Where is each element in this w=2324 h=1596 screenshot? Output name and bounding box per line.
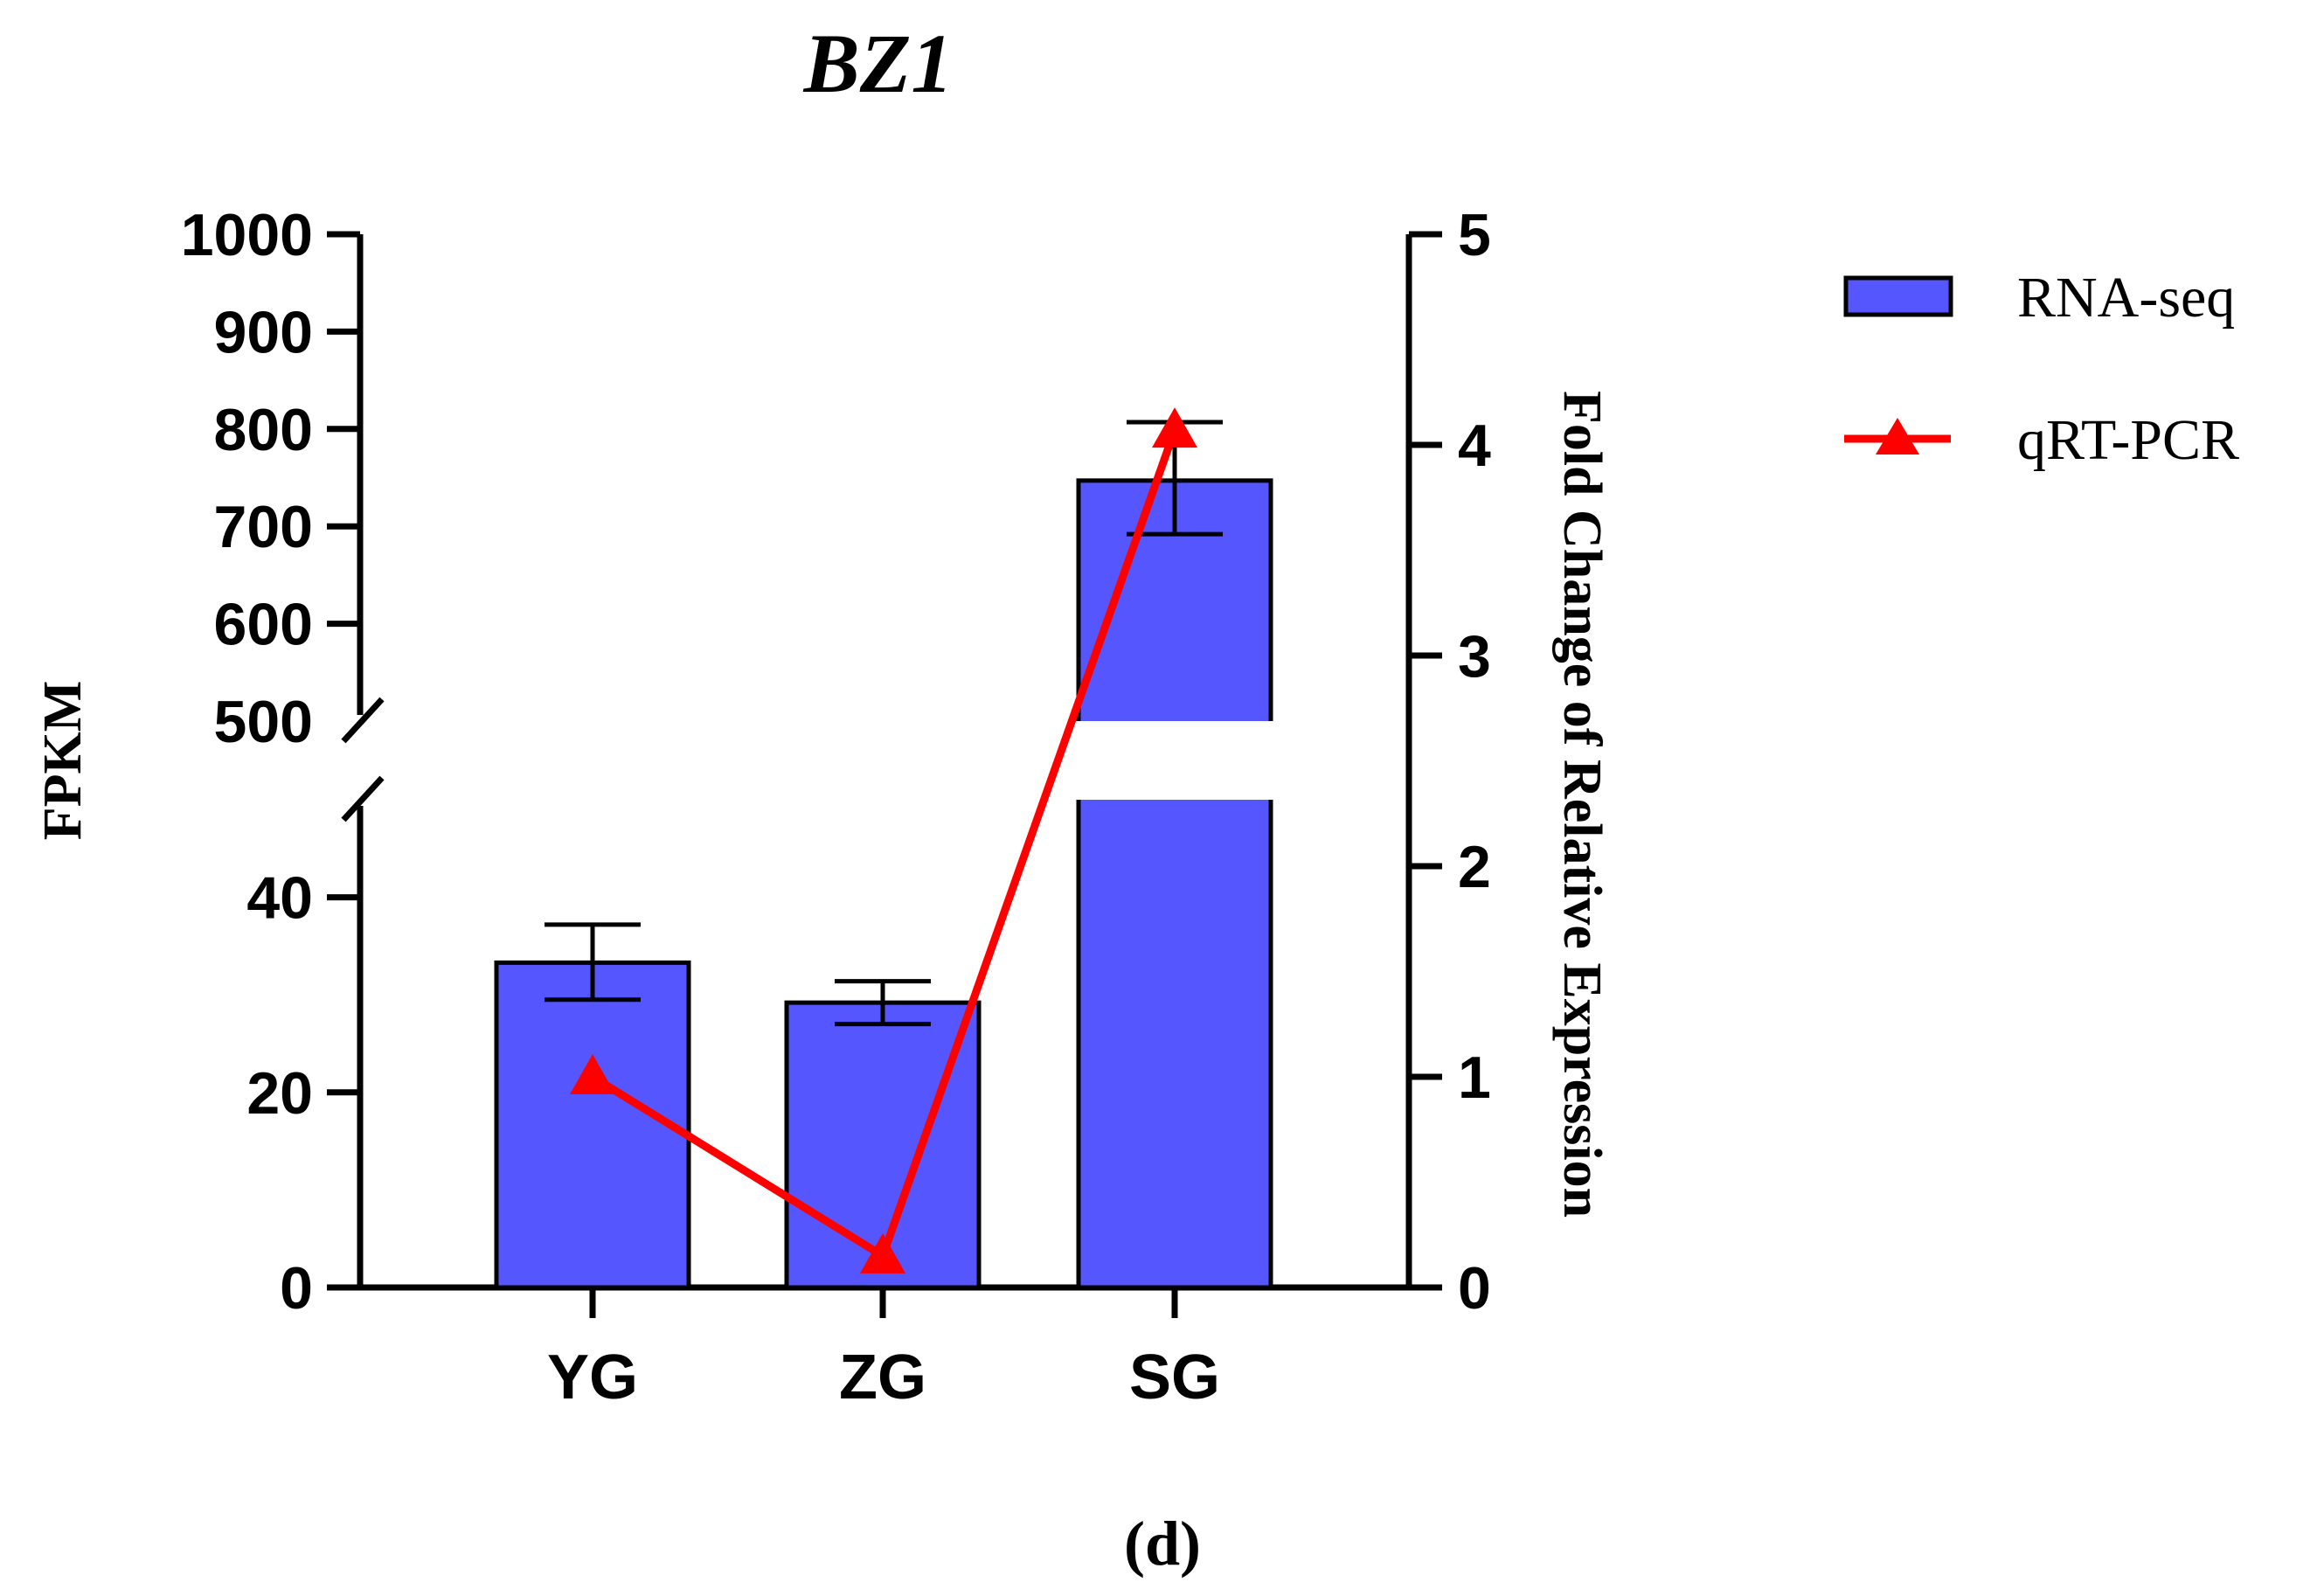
right-tick-label-0: 0 [1458, 1255, 1491, 1322]
bar-yg [494, 960, 691, 1290]
left-tick-label-600: 600 [214, 592, 313, 658]
left-axis-label: FPKM [33, 681, 93, 841]
bar-break-gap-sg [1075, 721, 1274, 800]
x-tick-label-sg: SG [1129, 1343, 1220, 1412]
left-tick-label-0: 0 [280, 1255, 313, 1322]
legend-swatch-qrt-pcr-marker [1876, 418, 1919, 455]
right-tick-label-4: 4 [1458, 413, 1491, 479]
right-axis-label: Fold Change of Relative Expression [1552, 391, 1612, 1218]
left-axis-break-mark-upper [341, 697, 385, 744]
right-tick-label-5: 5 [1458, 202, 1491, 268]
chart-title: BZ1 [803, 17, 954, 110]
right-tick-label-1: 1 [1458, 1044, 1491, 1111]
bars [494, 478, 1274, 1290]
left-tick-label-40: 40 [246, 865, 313, 932]
qrt-pcr-point-yg [570, 1054, 615, 1094]
x-tick-label-zg: ZG [839, 1343, 926, 1412]
left-tick-label-900: 900 [214, 299, 313, 365]
left-tick-label-700: 700 [214, 494, 313, 560]
axes: 500 600 700 800 900 1000 0 20 40 YG ZG SG 0 1 2 3 4 5 [181, 202, 1491, 1412]
x-tick-label-yg: YG [547, 1343, 638, 1412]
left-tick-label-20: 20 [246, 1060, 313, 1127]
left-tick-label-500: 500 [214, 689, 313, 755]
bar-sg [1076, 478, 1273, 1290]
legend: RNA-seq qRT-PCR [1843, 266, 2239, 472]
left-tick-label-800: 800 [214, 397, 313, 463]
legend-label-qrt-pcr: qRT-PCR [2017, 408, 2239, 472]
panel-label: (d) [1124, 1509, 1201, 1579]
legend-swatch-rna-seq [1843, 275, 1953, 317]
right-tick-label-3: 3 [1458, 623, 1491, 690]
left-tick-label-1000: 1000 [181, 202, 313, 268]
left-axis-break-mark-lower [341, 775, 385, 822]
legend-label-rna-seq: RNA-seq [2017, 266, 2235, 330]
qrt-pcr-line-series [570, 407, 1197, 1273]
qrt-pcr-point-sg [1152, 407, 1197, 448]
right-tick-label-2: 2 [1458, 834, 1491, 900]
qrt-pcr-point-zg [860, 1232, 905, 1273]
